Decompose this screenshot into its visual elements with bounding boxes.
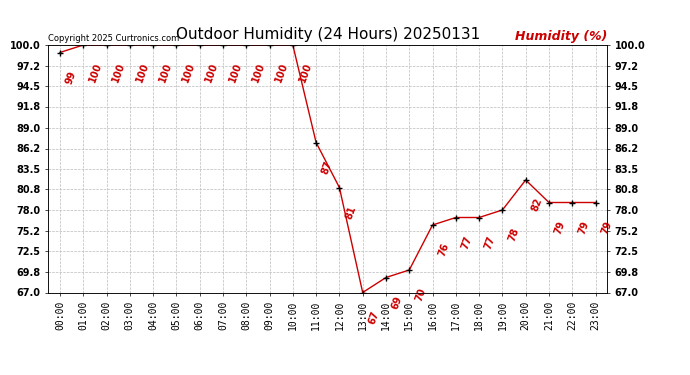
Text: 100: 100: [134, 62, 150, 84]
Text: 77: 77: [483, 234, 497, 250]
Text: 78: 78: [506, 226, 521, 243]
Text: 100: 100: [88, 62, 103, 84]
Text: 77: 77: [460, 234, 474, 250]
Text: 69: 69: [390, 294, 404, 310]
Text: Humidity (%): Humidity (%): [515, 30, 607, 42]
Text: 70: 70: [413, 286, 427, 303]
Text: 100: 100: [157, 62, 174, 84]
Text: 100: 100: [204, 62, 220, 84]
Text: 79: 79: [600, 219, 613, 235]
Text: Copyright 2025 Curtronics.com: Copyright 2025 Curtronics.com: [48, 33, 179, 42]
Text: 79: 79: [576, 219, 591, 235]
Text: 76: 76: [437, 242, 451, 258]
Text: 100: 100: [274, 62, 290, 84]
Text: 100: 100: [297, 62, 313, 84]
Text: 87: 87: [320, 159, 335, 176]
Text: 67: 67: [367, 309, 381, 325]
Title: Outdoor Humidity (24 Hours) 20250131: Outdoor Humidity (24 Hours) 20250131: [176, 27, 480, 42]
Text: 100: 100: [110, 62, 127, 84]
Text: 82: 82: [530, 196, 544, 213]
Text: 79: 79: [553, 219, 567, 235]
Text: 100: 100: [250, 62, 267, 84]
Text: 81: 81: [344, 204, 357, 220]
Text: 99: 99: [64, 69, 78, 85]
Text: 100: 100: [227, 62, 244, 84]
Text: 100: 100: [181, 62, 197, 84]
